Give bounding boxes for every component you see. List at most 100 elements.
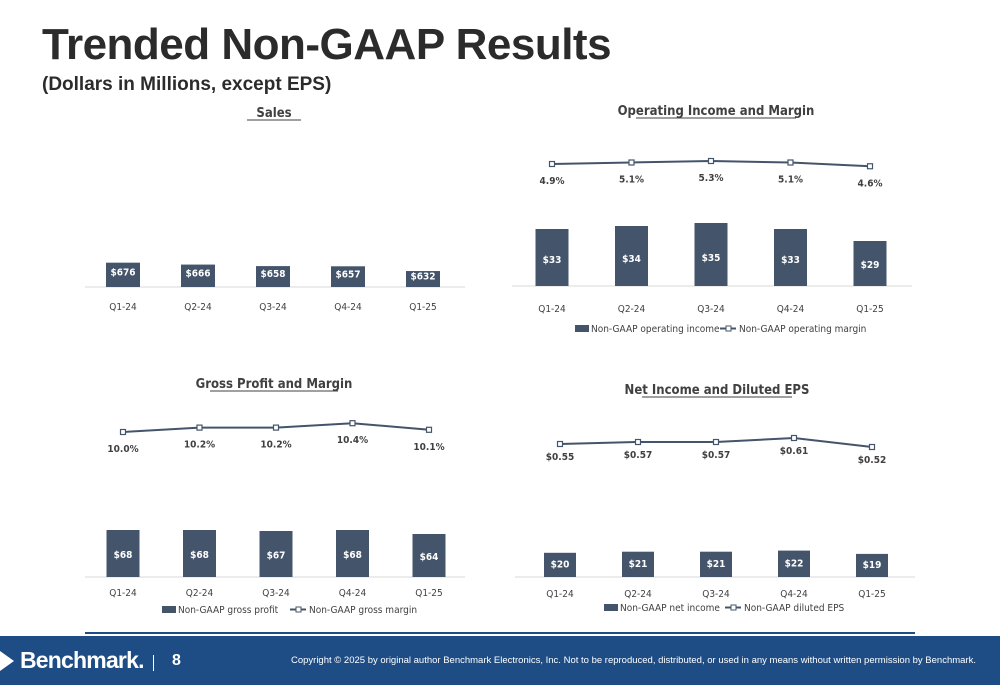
net-line-label: $0.57: [702, 450, 730, 461]
page-title: Trended Non-GAAP Results: [42, 20, 612, 69]
gross-tick-label: Q4-24: [339, 588, 367, 599]
gross-line-label: 10.2%: [260, 440, 291, 451]
net-legend-bar-swatch: [604, 604, 618, 611]
net-tick-label: Q1-24: [546, 589, 574, 600]
gross-bar-q1-25: [412, 534, 446, 577]
gross-bar-q2-24: [183, 530, 216, 577]
operating-line-marker: [628, 159, 635, 166]
gross-tick-label: Q2-24: [186, 588, 214, 599]
gross-bar-label: $68: [190, 550, 209, 561]
operating-tick-label: Q1-25: [856, 304, 884, 315]
operating-bar-q1-25: [853, 241, 887, 286]
operating-line-label: 5.3%: [699, 173, 724, 184]
sales-tick-label: Q1-24: [109, 302, 137, 313]
sales-bar-q1-24: [106, 262, 140, 287]
operating-legend-bar-label: Non-GAAP operating income: [591, 324, 720, 335]
benchmark-logo-icon: [0, 651, 14, 671]
operating-bar-q2-24: [615, 226, 648, 286]
operating-bar-label: $33: [781, 255, 800, 266]
sales-tick-label: Q3-24: [259, 302, 287, 313]
sales-bar-label: $657: [335, 269, 360, 280]
gross-line-label: 10.1%: [413, 442, 444, 453]
net-legend-line-label: Non-GAAP diluted EPS: [744, 603, 845, 614]
copyright-notice: Copyright © 2025 by original author Benc…: [290, 655, 976, 666]
net-line-marker: [634, 438, 642, 446]
net-legend-line-marker: [730, 604, 737, 611]
gross-bar-label: $68: [343, 550, 362, 561]
operating-line-label: 4.9%: [540, 176, 565, 187]
net-tick-label: Q4-24: [780, 589, 808, 600]
net-bar-label: $20: [551, 559, 570, 570]
gross-line-marker: [349, 420, 356, 427]
gross-line-marker: [196, 424, 203, 431]
net-line-label: $0.52: [858, 455, 886, 466]
net-line-marker: [790, 434, 798, 442]
operating-tick-label: Q4-24: [777, 304, 805, 315]
gross-bar-q3-24: [259, 531, 293, 577]
sales-bar-q2-24: [181, 264, 215, 287]
gross-legend-bar-label: Non-GAAP gross profit: [178, 605, 279, 616]
net-bar-q2-24: [622, 551, 654, 577]
sales-bar-label: $666: [185, 268, 210, 279]
net-bar-label: $21: [629, 559, 648, 570]
net-bar-label: $19: [863, 560, 882, 571]
operating-line-label: 5.1%: [778, 175, 803, 186]
benchmark-logo: Benchmark.: [20, 647, 144, 673]
gross-line-label: 10.0%: [107, 444, 138, 455]
gross-bar-q4-24: [336, 530, 369, 577]
operating-legend-bar-swatch: [575, 325, 589, 332]
footer-separator: [153, 655, 154, 671]
sales-bar-q3-24: [256, 266, 290, 287]
operating-bar-label: $35: [702, 253, 721, 264]
net-bar-q1-25: [856, 553, 888, 577]
operating-bar-q3-24: [694, 223, 728, 286]
net-line-marker: [556, 440, 564, 448]
net-tick-label: Q3-24: [702, 589, 730, 600]
operating-bar-q4-24: [774, 229, 807, 286]
sales-tick-label: Q2-24: [184, 302, 212, 313]
gross-legend-bar-swatch: [162, 606, 176, 613]
net-line-label: $0.55: [546, 452, 574, 463]
charts-canvas: Sales $676 Q1-24 $666 Q2-24 $658 Q3-24 $657 Q4-2…: [85, 104, 915, 616]
net-bar-label: $21: [707, 559, 726, 570]
net-bar-q1-24: [544, 552, 576, 577]
sales-tick-label: Q4-24: [334, 302, 362, 313]
gross-bar-q1-24: [106, 530, 140, 577]
operating-tick-label: Q2-24: [618, 304, 646, 315]
footer-bar: [0, 636, 1000, 685]
net-line-label: $0.61: [780, 446, 808, 457]
gross-tick-label: Q3-24: [262, 588, 290, 599]
footer-rule: [85, 632, 915, 634]
sales-bar-label: $658: [260, 269, 285, 280]
gross-line-marker: [119, 428, 127, 436]
operating-line-label: 4.6%: [858, 178, 883, 189]
sales-tick-label: Q1-25: [409, 302, 437, 313]
page-number: 8: [172, 652, 181, 669]
net-line-marker: [868, 443, 876, 451]
net-line-label: $0.57: [624, 450, 652, 461]
gross-line-label: 10.2%: [184, 440, 215, 451]
sales-bar-label: $632: [410, 271, 435, 282]
gross-line-label: 10.4%: [337, 435, 368, 446]
operating-bar-label: $33: [543, 255, 562, 266]
gross-bar-label: $68: [114, 550, 133, 561]
net-tick-label: Q1-25: [858, 589, 886, 600]
operating-line-marker: [548, 160, 556, 168]
page-subtitle: (Dollars in Millions, except EPS): [42, 74, 332, 95]
operating-chart-title: Operating Income and Margin: [618, 104, 815, 119]
operating-legend-line-label: Non-GAAP operating margin: [739, 324, 866, 335]
net-tick-label: Q2-24: [624, 589, 652, 600]
gross-bar-label: $67: [267, 551, 286, 562]
gross-legend-line-marker: [295, 606, 302, 613]
gross-chart-title: Gross Profit and Margin: [196, 377, 353, 392]
operating-line-marker: [707, 157, 715, 165]
net-bar-q4-24: [778, 550, 810, 577]
gross-line-marker: [272, 424, 280, 431]
operating-tick-label: Q1-24: [538, 304, 566, 315]
operating-line-marker: [866, 163, 874, 170]
gross-tick-label: Q1-24: [109, 588, 137, 599]
gross-bar-label: $64: [420, 552, 439, 563]
sales-chart-title: Sales: [256, 106, 291, 121]
net-legend-bar-label: Non-GAAP net income: [620, 603, 720, 614]
operating-bar-label: $34: [622, 254, 641, 265]
